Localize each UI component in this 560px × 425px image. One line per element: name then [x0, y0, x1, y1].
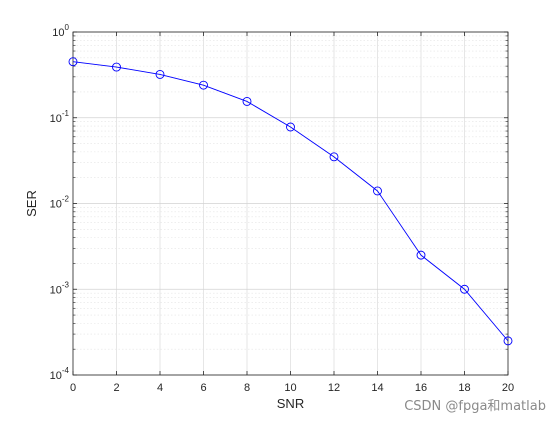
x-tick-label: 8	[244, 382, 250, 394]
data-point-marker	[460, 284, 469, 294]
data-point-marker	[416, 250, 426, 260]
data-point-marker	[199, 80, 208, 90]
x-tick-label: 14	[371, 382, 383, 394]
x-tick-label: 6	[200, 382, 206, 394]
data-point-marker	[68, 57, 78, 67]
x-tick-label: 0	[70, 382, 76, 394]
data-point-marker	[503, 336, 513, 346]
y-tick-label: 10-4	[50, 366, 70, 382]
data-point-marker	[373, 186, 382, 196]
x-tick-label: 12	[328, 382, 340, 394]
ser-line	[72, 61, 509, 342]
data-point-marker	[112, 62, 121, 72]
data-point-marker	[242, 96, 252, 106]
tick-labels: 0 2 4 6 8 10 12 14 16 18 20 10-4 10-3 10-2 10-1 100	[50, 23, 515, 394]
data-point-marker	[286, 122, 295, 132]
watermark: CSDN @fpga和matlab	[404, 399, 546, 414]
x-tick-label: 10	[284, 382, 296, 394]
series-layer	[68, 57, 513, 346]
data-point-marker	[329, 152, 339, 162]
data-point-marker	[155, 69, 165, 79]
x-tick-label: 2	[113, 382, 119, 394]
x-tick-label: 20	[502, 382, 514, 394]
x-tick-label: 18	[458, 382, 470, 394]
y-tick-label: 10-3	[50, 280, 70, 296]
y-tick-label: 10-2	[50, 195, 70, 211]
y-tick-label: 10-1	[50, 109, 70, 125]
grid	[72, 31, 509, 376]
x-tick-label: 4	[157, 382, 163, 394]
x-tick-label: 16	[415, 382, 427, 394]
y-tick-label: 100	[52, 23, 69, 39]
x-axis-label: SNR	[277, 396, 304, 411]
y-axis-label: SER	[24, 190, 39, 217]
axis-ticks	[72, 31, 509, 376]
